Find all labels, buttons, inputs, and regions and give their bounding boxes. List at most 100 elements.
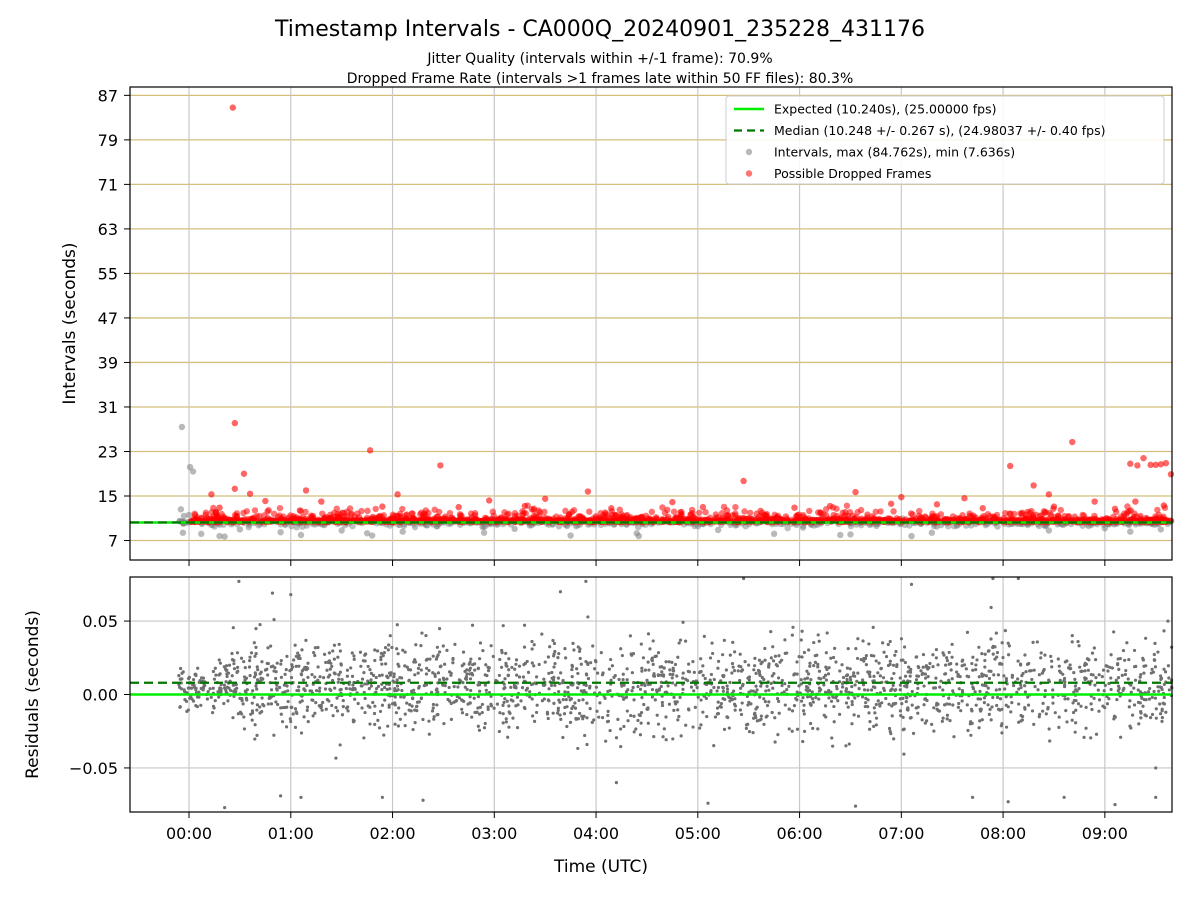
residual-point [369, 671, 374, 675]
residual-point [468, 672, 472, 676]
residual-point [266, 673, 270, 677]
residual-point [1166, 664, 1171, 668]
dropped-frame-point [541, 514, 549, 522]
residual-point [868, 719, 872, 724]
residual-point [411, 696, 415, 700]
residual-point [352, 719, 356, 723]
residual-point [217, 658, 221, 662]
residual-point [230, 657, 235, 662]
residual-point [564, 656, 568, 660]
residual-point [805, 695, 810, 699]
residual-point [1050, 659, 1054, 663]
dropped-frame-point [1160, 502, 1168, 509]
residual-point [681, 671, 685, 675]
residual-point [363, 682, 367, 686]
residual-point [530, 647, 534, 651]
residual-point [620, 653, 624, 658]
residual-point [363, 653, 367, 657]
residual-point [759, 684, 763, 688]
residual-point [787, 727, 791, 731]
dropped-frame-point [890, 508, 897, 515]
residual-point [1129, 726, 1133, 730]
residual-point [988, 707, 992, 711]
residual-point [336, 655, 340, 659]
residual-point [893, 653, 897, 657]
residual-point [753, 664, 757, 668]
residual-point [1076, 639, 1080, 644]
residual-point [835, 684, 839, 689]
residual-point [229, 688, 233, 693]
dropped-frame-point [589, 515, 597, 522]
residual-point [594, 660, 598, 664]
residual-point [812, 664, 816, 668]
intervals-y-tick-label: 23 [98, 442, 118, 461]
residual-point [1150, 695, 1154, 700]
dropped-frame-point [356, 514, 363, 521]
dropped-frame-point [333, 505, 340, 512]
residual-point [729, 696, 733, 700]
residual-point [628, 634, 632, 638]
residual-point [400, 676, 404, 680]
residual-point [393, 695, 397, 699]
residual-point [1026, 703, 1031, 707]
residual-point [813, 654, 817, 658]
residual-point [1024, 669, 1028, 674]
residual-point [884, 696, 888, 701]
residual-point [476, 724, 480, 728]
dropped-frame-point [884, 515, 892, 522]
residual-point [684, 723, 688, 727]
residual-point [206, 689, 210, 694]
residual-point [403, 712, 407, 716]
dropped-frame-point [1147, 461, 1154, 469]
residual-point [758, 695, 762, 699]
residual-point [678, 638, 683, 642]
dropped-frame-point [276, 504, 284, 512]
dropped-frame-point [678, 508, 685, 516]
residual-point [251, 689, 255, 693]
dropped-frame-point [318, 498, 325, 505]
residual-point [1072, 690, 1076, 694]
interval-point [847, 531, 854, 538]
residual-point [415, 704, 419, 708]
residual-point [1090, 651, 1095, 655]
dropped-frame-point [498, 514, 505, 521]
residual-point [318, 686, 322, 690]
residual-point [817, 689, 822, 693]
residual-point [846, 696, 850, 700]
residual-point [396, 652, 400, 656]
interval-point [293, 524, 300, 531]
residual-point [634, 727, 638, 731]
residual-point [824, 678, 828, 682]
residual-point [358, 650, 363, 654]
dropped-frame-point [1167, 471, 1175, 478]
dropped-frame-point [1011, 510, 1018, 518]
residual-point [867, 711, 871, 715]
residual-point [909, 582, 914, 586]
residual-point [500, 648, 504, 653]
residual-point [599, 651, 603, 655]
residual-point [1058, 678, 1062, 682]
residual-point [817, 639, 821, 643]
residual-point [1150, 712, 1155, 717]
residual-point [646, 632, 651, 636]
residual-point [230, 674, 234, 678]
residual-point [1063, 697, 1067, 701]
residual-point [951, 689, 955, 693]
dropped-frame-point [358, 507, 365, 515]
residual-point [1073, 684, 1078, 688]
residual-point [845, 673, 850, 677]
dropped-frame-point [1030, 482, 1037, 489]
residual-point [884, 655, 889, 659]
residual-point [569, 711, 573, 715]
residual-point [921, 652, 926, 657]
residual-point [431, 671, 435, 675]
residual-point [844, 687, 849, 691]
residual-point [934, 676, 938, 680]
residual-point [998, 661, 1002, 665]
residual-point [385, 687, 389, 692]
dropped-frame-point [720, 503, 728, 511]
residual-point [887, 702, 891, 706]
residual-point [808, 688, 812, 693]
